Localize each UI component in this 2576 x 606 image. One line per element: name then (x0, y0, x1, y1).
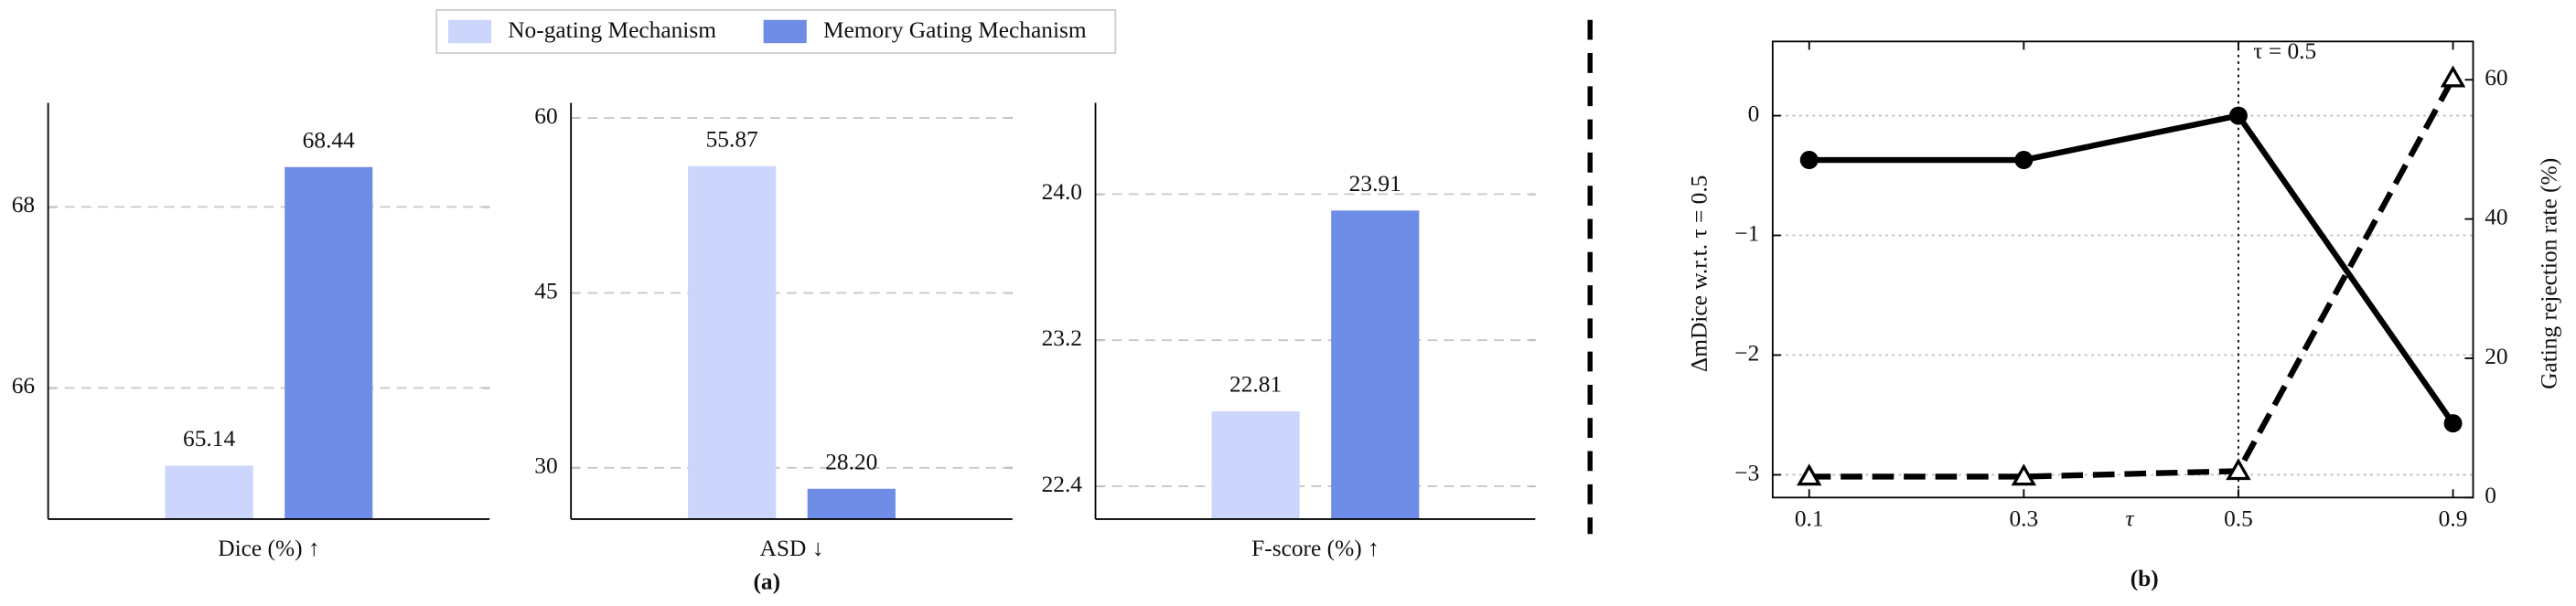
y-tick-label: −3 (1734, 460, 1759, 485)
panel-label: (b) (2131, 566, 2159, 591)
legend-label: Memory Gating Mechanism (823, 17, 1087, 43)
y-axis-label: ΔmDice w.r.t. τ = 0.5 (1687, 175, 1712, 373)
y2-tick-label: 20 (2485, 344, 2507, 369)
marker (1797, 463, 1822, 486)
bar (1211, 411, 1300, 519)
marker (2014, 151, 2034, 169)
x-axis-label: Dice (%) ↑ (218, 536, 319, 561)
legend-label: No-gating Mechanism (508, 17, 716, 43)
x-tick-label: 0.1 (1795, 506, 1824, 532)
value-label: 68.44 (303, 127, 355, 153)
plot-frame (1771, 40, 2474, 499)
bar (807, 488, 896, 519)
y-tick-label: 60 (534, 103, 557, 129)
y-tick-label: −1 (1734, 220, 1759, 246)
bar (1331, 210, 1420, 519)
marker (2443, 414, 2463, 433)
marker (2011, 463, 2037, 486)
x-axis-label: τ (2125, 506, 2134, 532)
marker (2228, 106, 2248, 125)
x-tick-label: 0.5 (2224, 506, 2253, 532)
bar (688, 165, 777, 519)
y-tick-label: 66 (12, 373, 35, 399)
y2-tick-label: 40 (2485, 204, 2507, 229)
marker (2226, 458, 2251, 481)
legend-swatch (447, 19, 492, 44)
y-tick-label: 22.4 (1042, 472, 1083, 497)
bar (165, 465, 253, 519)
y-tick-label: −2 (1734, 340, 1759, 366)
bar (284, 166, 373, 519)
value-label: 55.87 (706, 126, 758, 152)
y-tick-label: 30 (534, 453, 557, 479)
x-tick-label: 0.9 (2439, 506, 2468, 532)
line-series (1809, 77, 2456, 480)
value-label: 65.14 (183, 426, 235, 452)
x-tick-label: 0.3 (2009, 506, 2038, 532)
value-label: 28.20 (825, 449, 877, 474)
line-series (1809, 112, 2456, 425)
y-tick-label: 68 (12, 192, 35, 218)
y-tick-label: 24.0 (1042, 179, 1082, 205)
annotation: τ = 0.5 (2253, 38, 2316, 64)
y-tick-label: 0 (1748, 101, 1760, 126)
panel-label: (a) (753, 569, 780, 595)
y-tick-label: 45 (534, 278, 557, 303)
y-tick-label: 23.2 (1042, 325, 1082, 351)
y2-tick-label: 0 (2485, 483, 2496, 508)
value-label: 22.81 (1229, 372, 1282, 398)
marker (2440, 65, 2466, 88)
x-axis-label: ASD ↓ (760, 536, 824, 561)
legend-swatch (763, 19, 807, 44)
marker (1799, 151, 1819, 169)
y2-tick-label: 60 (2485, 65, 2507, 90)
x-axis-label: F-score (%) ↑ (1251, 536, 1379, 561)
y2-axis-label: Gating rejection rate (%) (2537, 158, 2562, 389)
value-label: 23.91 (1349, 171, 1401, 197)
